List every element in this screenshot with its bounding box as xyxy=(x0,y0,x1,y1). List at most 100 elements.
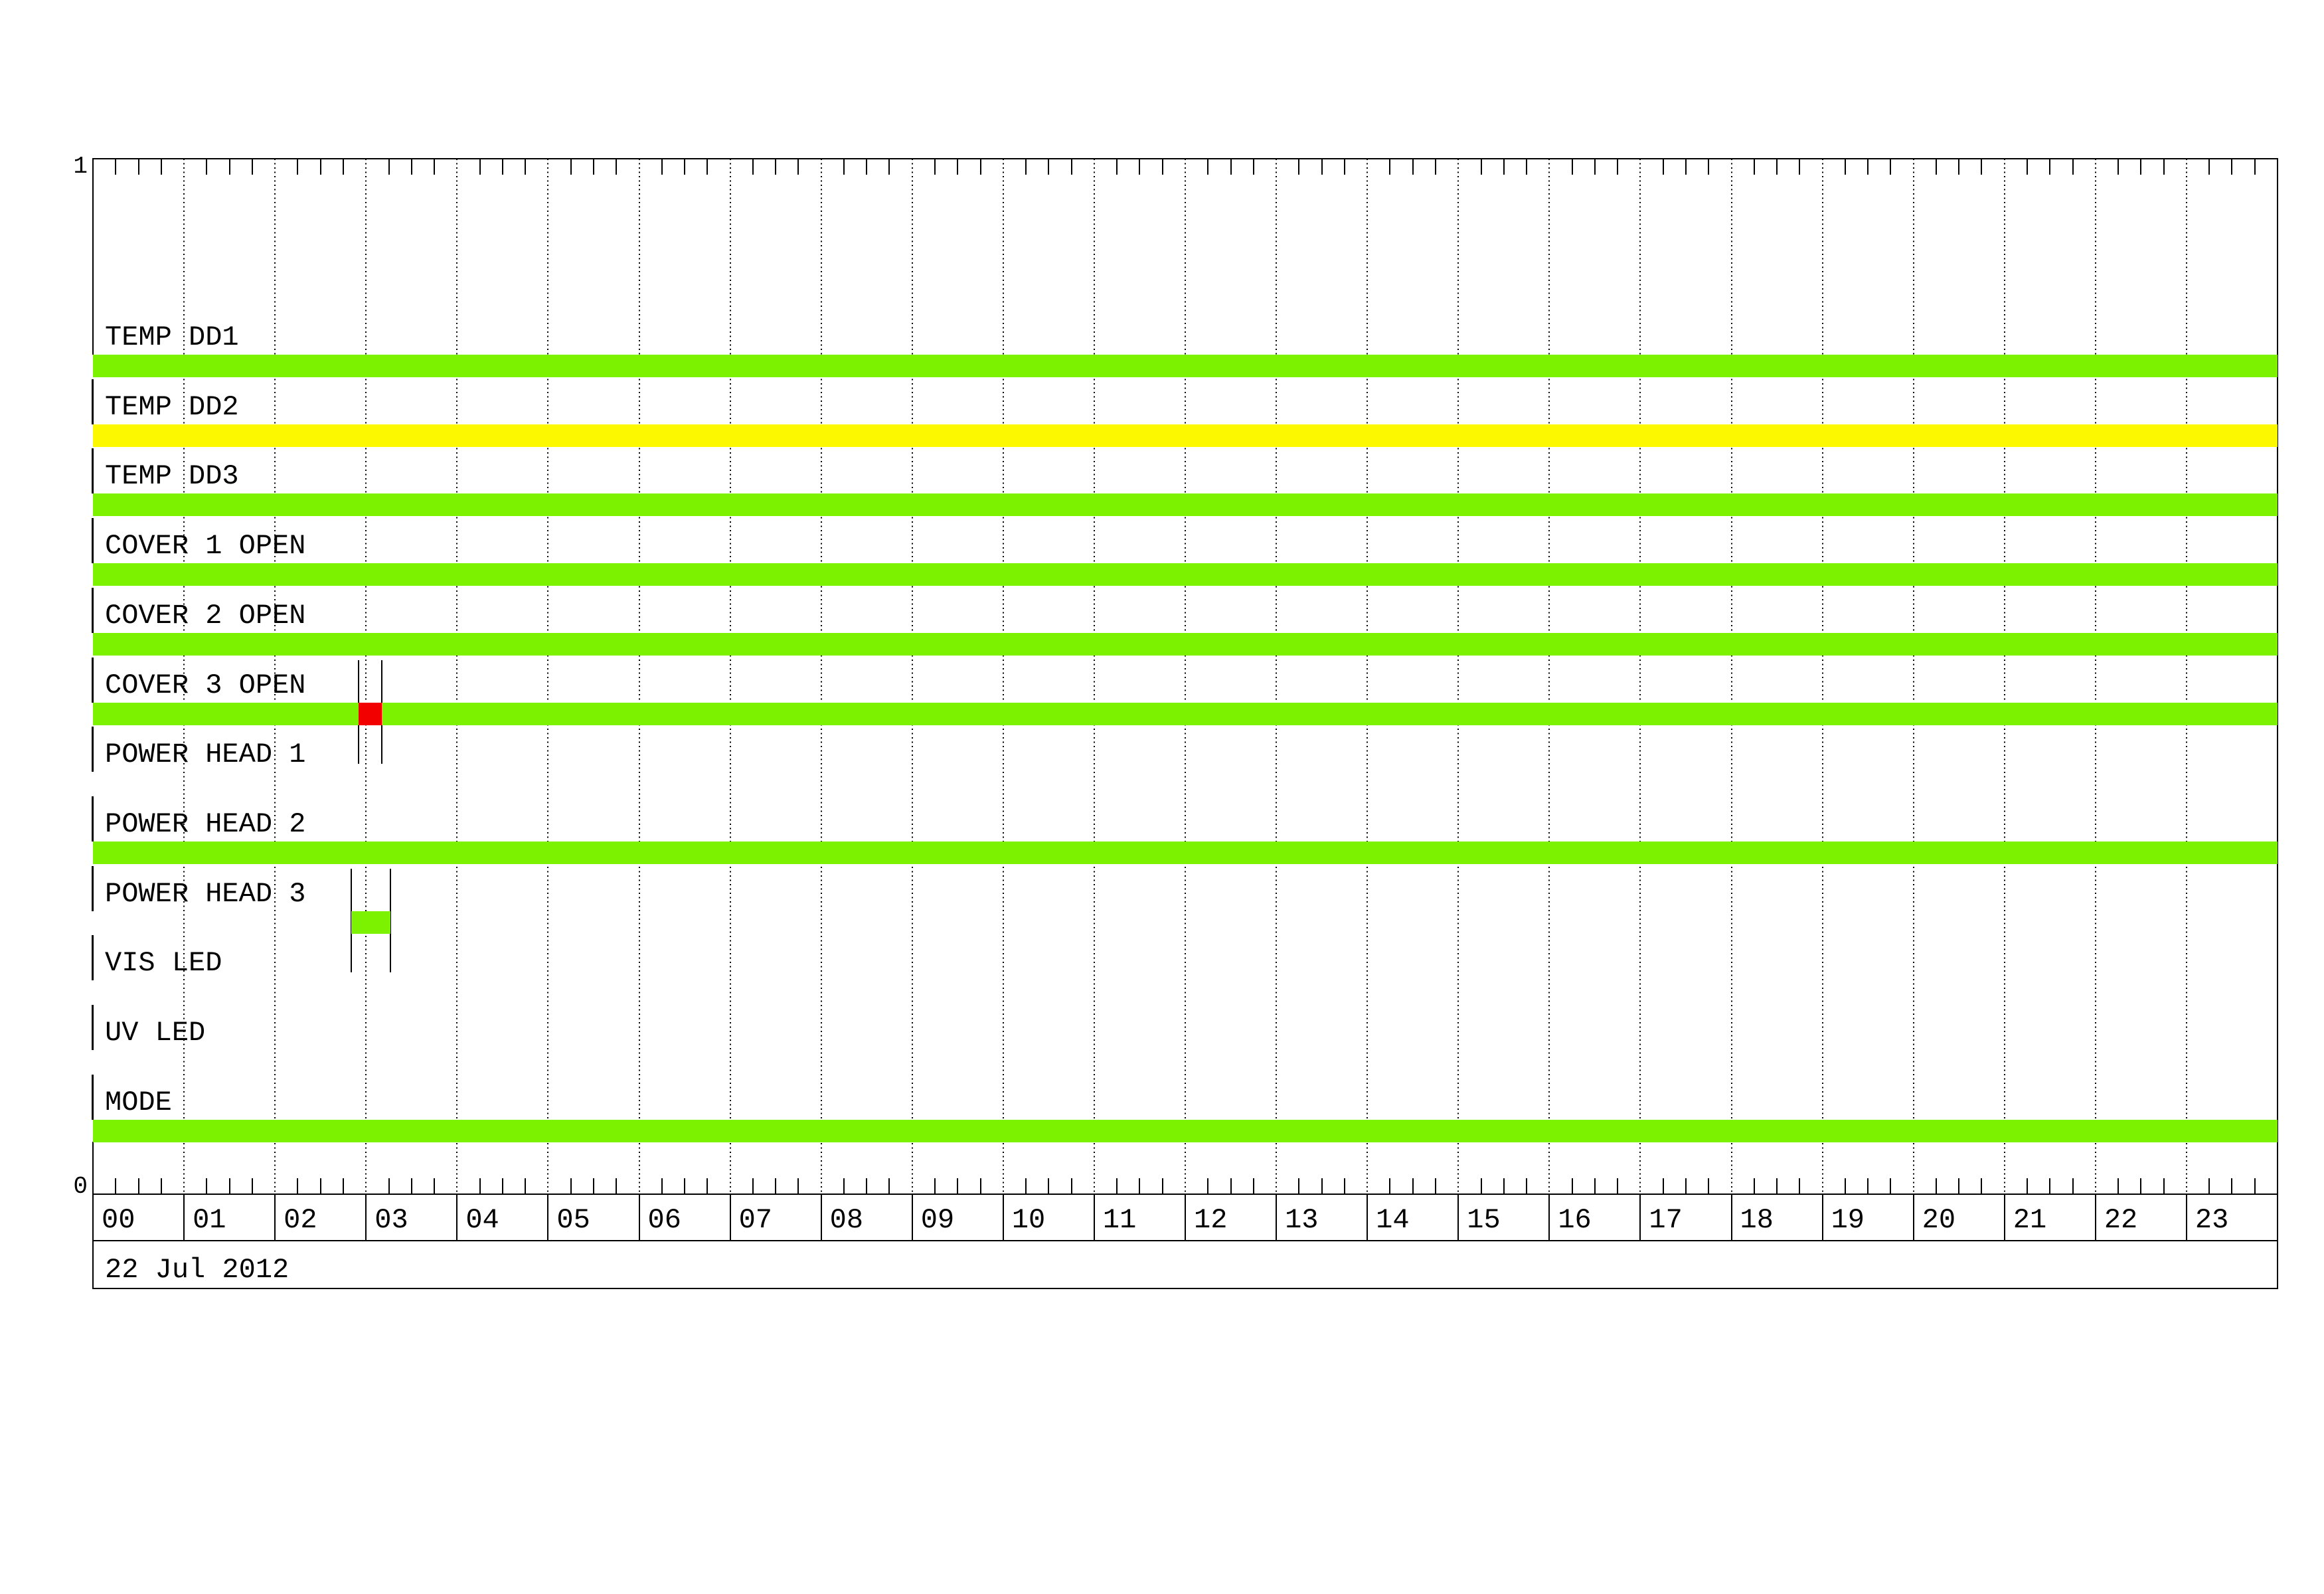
minor-tick-top xyxy=(866,159,868,175)
plot-right-border xyxy=(2277,158,2278,1194)
row-label: POWER HEAD 1 xyxy=(105,739,306,771)
minor-tick-top xyxy=(1048,159,1050,175)
minor-tick-bottom xyxy=(206,1178,208,1194)
hour-label: 23 xyxy=(2195,1204,2229,1236)
row-label: TEMP DD3 xyxy=(105,460,239,493)
minor-tick-top xyxy=(843,159,845,175)
minor-tick-bottom xyxy=(1321,1178,1323,1194)
minor-tick-top xyxy=(1434,159,1436,175)
minor-tick-top xyxy=(2117,159,2119,175)
minor-tick-top xyxy=(706,159,708,175)
hour-cell-separator xyxy=(1639,1194,1641,1241)
minor-tick-bottom xyxy=(1526,1178,1528,1194)
minor-tick-top xyxy=(1389,159,1391,175)
event-marker-line xyxy=(390,868,392,972)
hour-cell-separator xyxy=(2185,1194,2187,1241)
hour-gridline xyxy=(1457,159,1459,1194)
hour-label: 22 xyxy=(2104,1204,2138,1236)
y-axis-segment xyxy=(92,587,94,633)
minor-tick-bottom xyxy=(797,1178,799,1194)
minor-tick-bottom xyxy=(661,1178,663,1194)
hour-label: 08 xyxy=(829,1204,864,1236)
minor-tick-top xyxy=(592,159,594,175)
hour-label: 00 xyxy=(102,1204,135,1236)
hour-gridline xyxy=(2003,159,2005,1194)
y-axis-segment xyxy=(92,727,94,772)
minor-tick-bottom xyxy=(1935,1178,1937,1194)
minor-tick-bottom xyxy=(388,1178,390,1194)
row-label: MODE xyxy=(105,1086,172,1118)
minor-tick-bottom xyxy=(934,1178,936,1194)
hour-cell-separator xyxy=(1093,1194,1095,1241)
hour-gridline xyxy=(1276,159,1278,1194)
hour-label: 19 xyxy=(1831,1204,1865,1236)
minor-tick-top xyxy=(297,159,299,175)
hour-cell-separator xyxy=(1367,1194,1369,1241)
minor-tick-top xyxy=(1298,159,1300,175)
minor-tick-bottom xyxy=(1161,1178,1163,1194)
minor-tick-top xyxy=(1230,159,1232,175)
minor-tick-bottom xyxy=(1389,1178,1391,1194)
hour-gridline xyxy=(1185,159,1186,1194)
minor-tick-top xyxy=(342,159,344,175)
minor-tick-top xyxy=(1753,159,1755,175)
minor-tick-bottom xyxy=(2163,1178,2165,1194)
minor-tick-bottom xyxy=(2208,1178,2210,1194)
minor-tick-bottom xyxy=(137,1178,139,1194)
y-axis-segment xyxy=(92,379,94,424)
y-axis-lower-run xyxy=(92,1141,94,1194)
minor-tick-bottom xyxy=(1617,1178,1619,1194)
hour-cell-separator xyxy=(92,1194,94,1241)
hour-label: 03 xyxy=(374,1204,408,1236)
minor-tick-bottom xyxy=(1981,1178,1983,1194)
minor-tick-top xyxy=(2231,159,2233,175)
hour-cell-separator xyxy=(547,1194,549,1241)
minor-tick-bottom xyxy=(888,1178,890,1194)
minor-tick-bottom xyxy=(775,1178,777,1194)
minor-tick-top xyxy=(1799,159,1801,175)
minor-tick-top xyxy=(1981,159,1983,175)
hour-cell-separator xyxy=(820,1194,822,1241)
y-axis-top-label: 1 xyxy=(73,153,88,180)
minor-tick-top xyxy=(1070,159,1072,175)
date-box-bottom-line xyxy=(92,1288,2278,1289)
y-axis-segment xyxy=(92,657,94,703)
hour-label: 10 xyxy=(1011,1204,1046,1236)
hour-label: 02 xyxy=(284,1204,317,1236)
minor-tick-top xyxy=(2027,159,2029,175)
minor-tick-top xyxy=(888,159,890,175)
y-axis-upper-run xyxy=(92,158,94,355)
hour-cell-separator xyxy=(2277,1194,2278,1241)
hour-cell-separator xyxy=(183,1194,185,1241)
status-bar-segment xyxy=(351,911,391,934)
minor-tick-top xyxy=(2254,159,2256,175)
hour-cell-separator xyxy=(1276,1194,1278,1241)
hour-cell-separator xyxy=(365,1194,367,1241)
minor-tick-bottom xyxy=(979,1178,981,1194)
row-label: COVER 3 OPEN xyxy=(105,669,306,701)
status-bar-segment xyxy=(359,702,382,725)
row-label: TEMP DD1 xyxy=(105,321,239,353)
hour-gridline xyxy=(274,159,276,1194)
hour-cell-separator xyxy=(1912,1194,1914,1241)
hour-label: 18 xyxy=(1740,1204,1774,1236)
hour-gridline xyxy=(183,159,185,1194)
hour-label: 15 xyxy=(1467,1204,1501,1236)
minor-tick-top xyxy=(1480,159,1482,175)
minor-tick-bottom xyxy=(1685,1178,1687,1194)
hour-gridline xyxy=(911,159,913,1194)
status-bar-segment xyxy=(93,563,2278,586)
minor-tick-bottom xyxy=(1571,1178,1573,1194)
hour-label: 20 xyxy=(1922,1204,1956,1236)
minor-tick-bottom xyxy=(160,1178,162,1194)
hour-gridline xyxy=(1093,159,1095,1194)
minor-tick-top xyxy=(616,159,618,175)
minor-tick-top xyxy=(228,159,230,175)
hour-gridline xyxy=(2185,159,2187,1194)
minor-tick-bottom xyxy=(319,1178,321,1194)
hour-cell-separator xyxy=(1730,1194,1732,1241)
hour-label: 05 xyxy=(556,1204,590,1236)
minor-tick-top xyxy=(137,159,139,175)
minor-tick-bottom xyxy=(2117,1178,2119,1194)
